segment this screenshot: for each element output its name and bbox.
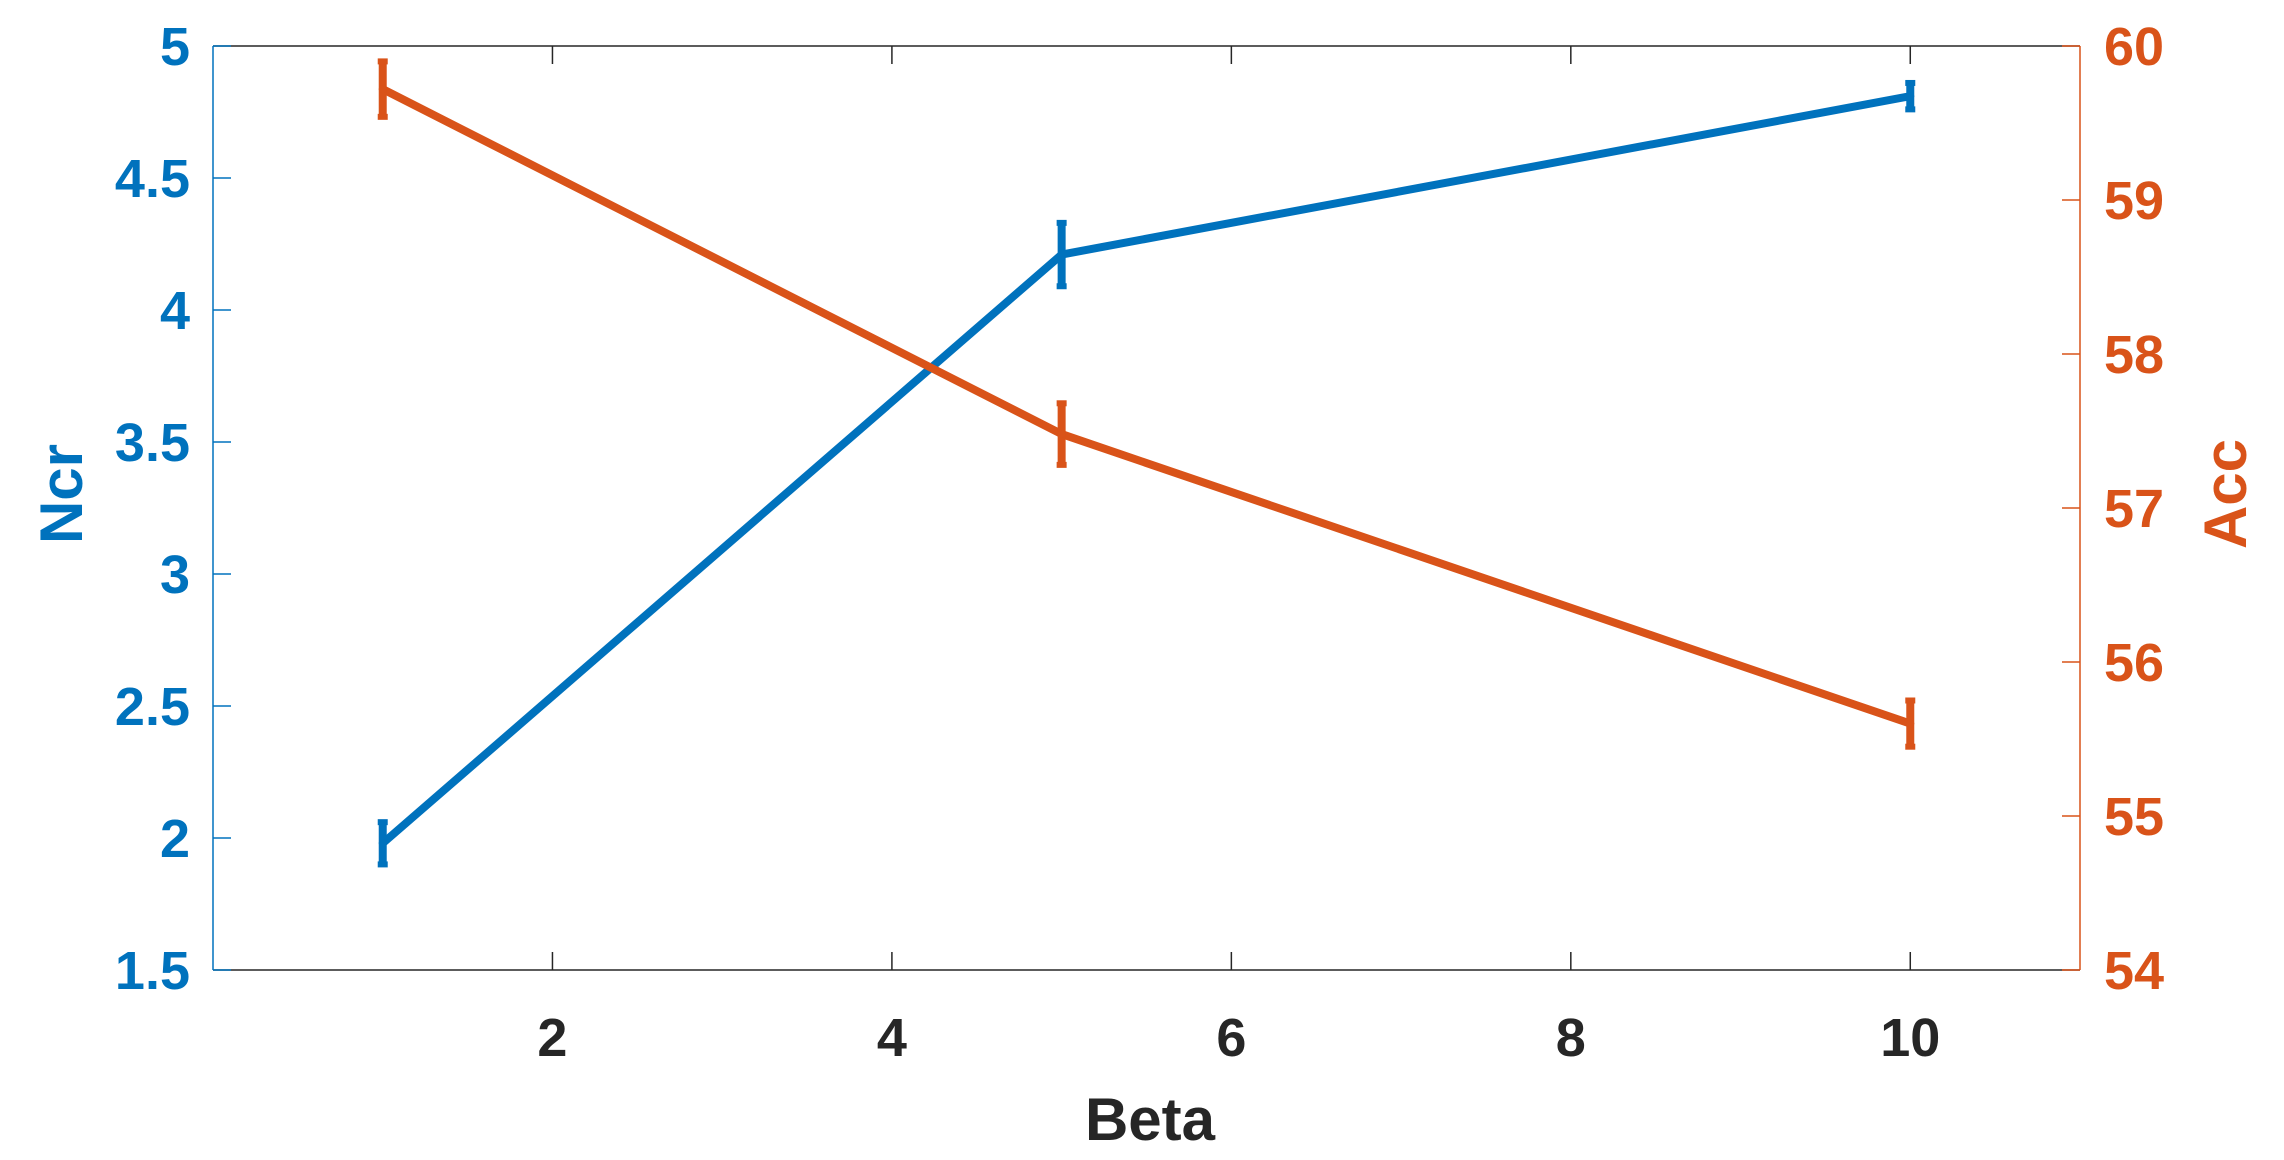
y-axis-right: 54 55 56 57 58 59 60 [2062, 17, 2164, 1001]
y-left-tick-label: 3 [160, 545, 190, 605]
data-point [378, 85, 387, 94]
y-right-tick-label: 60 [2104, 17, 2164, 77]
y-left-tick-label: 2.5 [115, 677, 190, 737]
y-left-tick-label: 1.5 [115, 941, 190, 1001]
y-left-tick-label: 5 [160, 17, 190, 77]
y-left-tick-label: 3.5 [115, 413, 190, 473]
data-point [1057, 250, 1066, 259]
x-tick-label: 6 [1216, 1008, 1246, 1068]
data-point [1906, 92, 1915, 101]
y-right-tick-label: 57 [2104, 479, 2164, 539]
data-point [378, 839, 387, 848]
x-tick-label: 4 [877, 1008, 907, 1068]
series-line [380, 85, 1912, 728]
x-tick-label: 8 [1556, 1008, 1586, 1068]
y-right-tick-label: 54 [2104, 941, 2164, 1001]
error-bar [1056, 400, 1067, 468]
series-layer [377, 58, 1916, 868]
y-axis-right-label: Acc [2192, 439, 2259, 549]
error-bar [1905, 79, 1916, 113]
y-right-tick-label: 56 [2104, 633, 2164, 693]
y-right-tick-label: 55 [2104, 787, 2164, 847]
series-1 [377, 79, 1916, 868]
y-axis-left-label: Ncr [28, 444, 95, 544]
y-right-tick-label: 58 [2104, 325, 2164, 385]
data-point [1057, 430, 1066, 439]
y-axis-left: 1.5 2 2.5 3 3.5 4 4.5 5 [115, 17, 231, 1001]
x-axis-label: Beta [1085, 1086, 1216, 1153]
error-bar [1905, 697, 1916, 750]
y-right-tick-label: 59 [2104, 171, 2164, 231]
data-point [1906, 719, 1915, 728]
error-bar [377, 819, 388, 868]
x-axis: 2 4 6 8 10 [537, 46, 1940, 1068]
error-bar [377, 58, 388, 120]
y-left-tick-label: 4.5 [115, 149, 190, 209]
series-2 [377, 58, 1916, 750]
y-left-tick-label: 4 [160, 281, 190, 341]
y-left-tick-label: 2 [160, 809, 190, 869]
x-tick-label: 10 [1880, 1008, 1940, 1068]
error-bar [1056, 219, 1067, 290]
plot-area [212, 45, 2081, 971]
x-tick-label: 2 [537, 1008, 567, 1068]
